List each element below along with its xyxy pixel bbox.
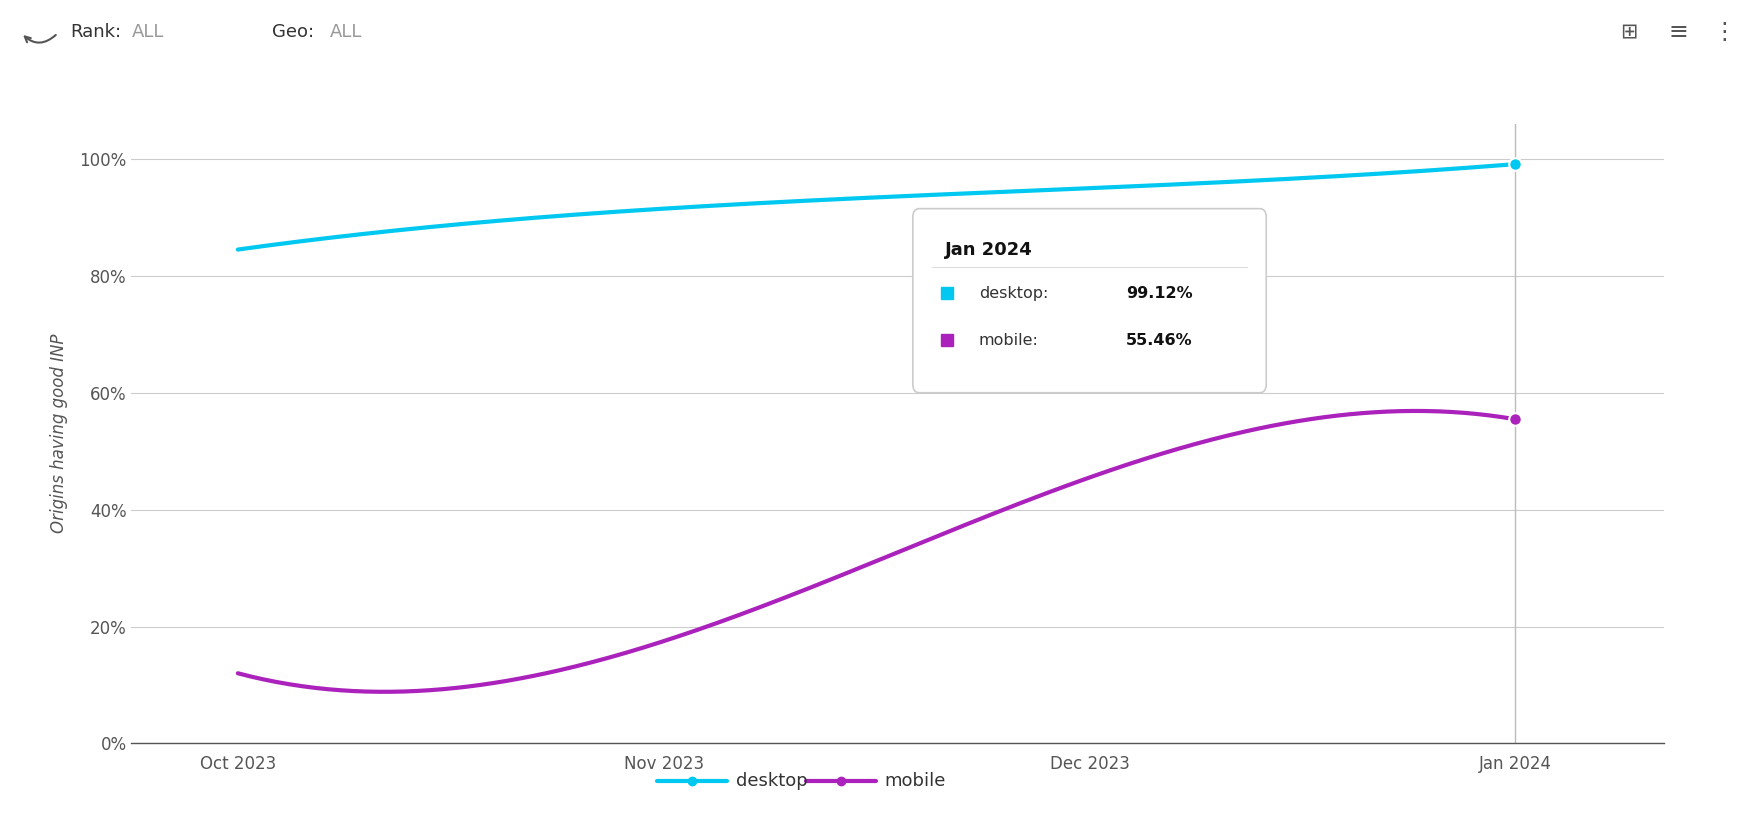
FancyBboxPatch shape (913, 209, 1267, 392)
Text: ALL: ALL (131, 23, 163, 40)
Text: 99.12%: 99.12% (1127, 286, 1193, 301)
Text: Geo:: Geo: (272, 23, 314, 40)
Text: Jan 2024: Jan 2024 (944, 240, 1032, 259)
Text: Rank:: Rank: (70, 23, 121, 40)
Text: ≡: ≡ (1668, 20, 1689, 44)
Text: mobile: mobile (885, 771, 946, 790)
Y-axis label: Origins having good INP: Origins having good INP (51, 334, 68, 534)
Text: 55.46%: 55.46% (1127, 333, 1193, 348)
Text: ⊞: ⊞ (1621, 21, 1638, 42)
Text: ⋮: ⋮ (1712, 20, 1736, 44)
Text: ALL: ALL (329, 23, 361, 40)
Text: mobile:: mobile: (979, 333, 1039, 348)
Text: desktop:: desktop: (979, 286, 1048, 301)
Text: desktop: desktop (736, 771, 808, 790)
